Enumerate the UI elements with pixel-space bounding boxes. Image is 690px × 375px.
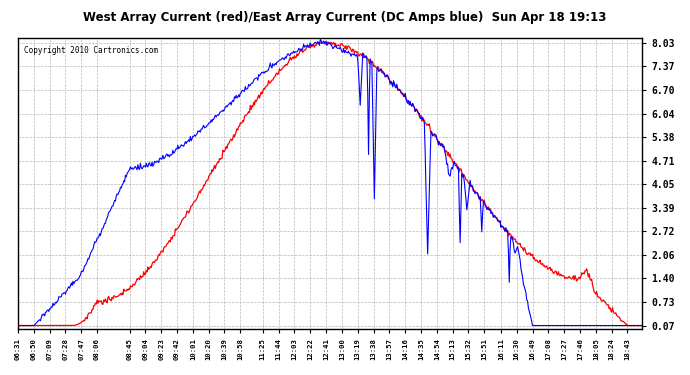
- Text: Copyright 2010 Cartronics.com: Copyright 2010 Cartronics.com: [24, 46, 159, 55]
- Text: West Array Current (red)/East Array Current (DC Amps blue)  Sun Apr 18 19:13: West Array Current (red)/East Array Curr…: [83, 11, 607, 24]
